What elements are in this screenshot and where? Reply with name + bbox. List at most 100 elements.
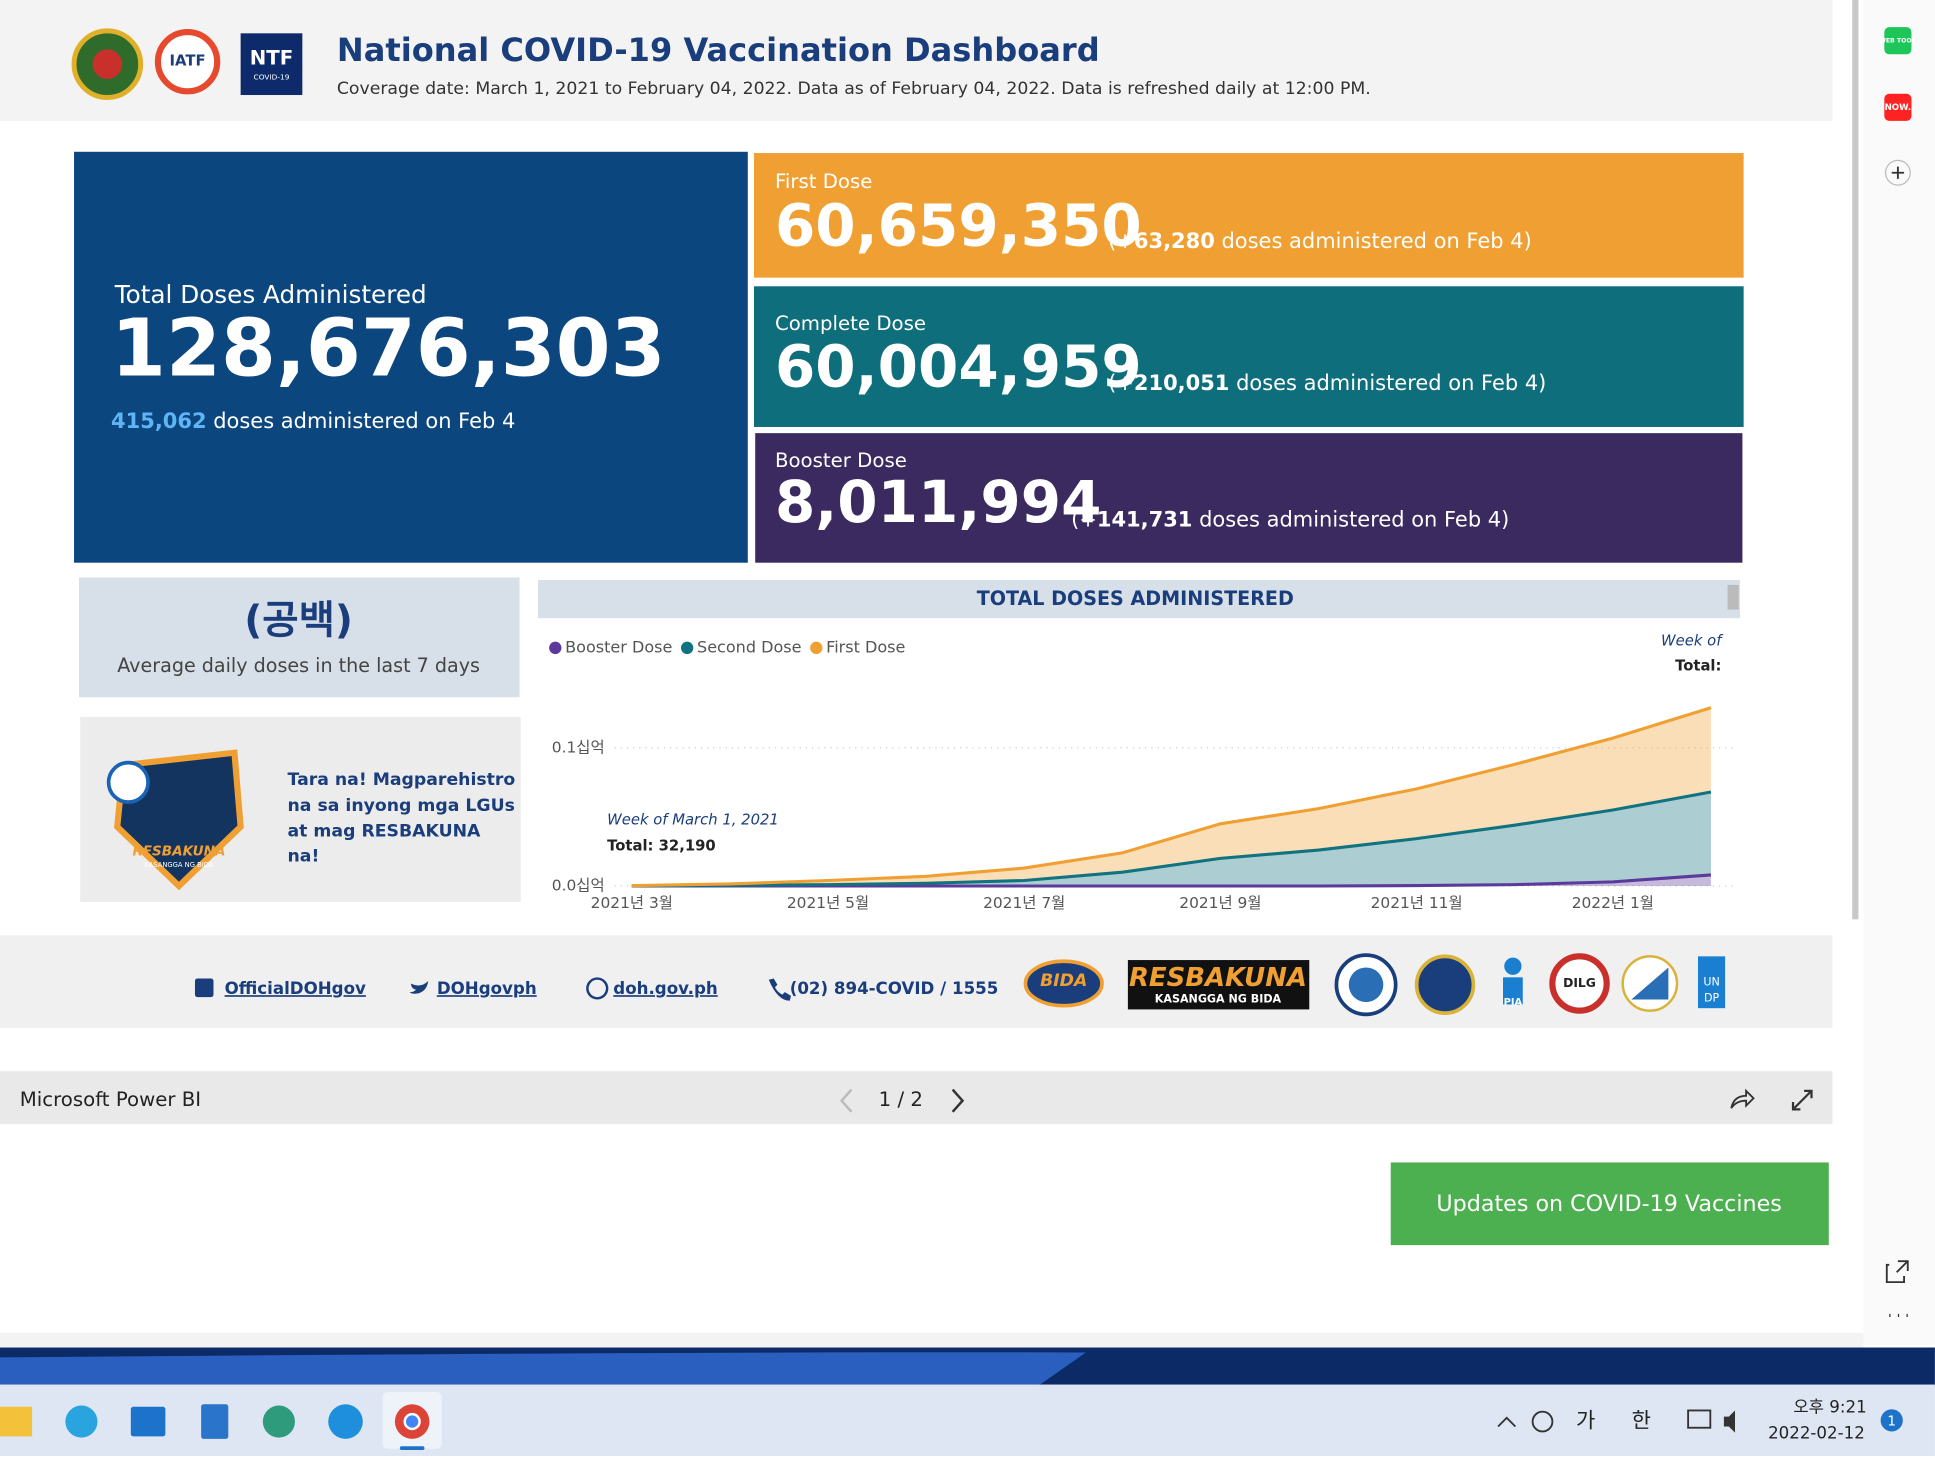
doh-seal-flag [1631, 967, 1669, 1000]
y-tick-label: 0.1십억 [552, 738, 605, 756]
promo-line: Tara na! Magparehistro [288, 770, 516, 790]
ime-mode[interactable]: 가 [1576, 1409, 1595, 1433]
seal-logo [1414, 954, 1476, 1015]
updates-button-text[interactable]: Updates on COVID-19 Vaccines [1436, 1191, 1781, 1217]
footer-link[interactable]: doh.gov.ph [613, 979, 717, 998]
wallpaper-swirl [0, 1352, 1086, 1388]
clock-date[interactable]: 2022-02-12 [1768, 1423, 1865, 1442]
legend-label: First Dose [826, 637, 905, 656]
corner-total: Total: [1675, 657, 1721, 674]
dilg-text: DILG [1563, 976, 1596, 990]
promo-badge: RESBAKUNA [132, 843, 225, 859]
ime-lang[interactable]: 한 [1632, 1409, 1651, 1433]
complete-value: 60,004,959 [775, 332, 1142, 400]
footer-bar [0, 935, 1833, 1028]
subtitle: Coverage date: March 1, 2021 to February… [337, 79, 1371, 99]
active-indicator [399, 1446, 425, 1450]
iatf-text: IATF [170, 53, 206, 70]
phone-icon [768, 978, 791, 1001]
open-external[interactable] [1885, 1260, 1909, 1284]
booster-label: Booster Dose [775, 449, 907, 472]
telegram-icon[interactable] [65, 1405, 98, 1438]
footer-link[interactable]: OfficialDOHgov [225, 979, 366, 998]
fullscreen-button[interactable] [1791, 1089, 1813, 1111]
total-card [74, 151, 748, 563]
scrollbar [1852, 0, 1859, 920]
undp-text: UN [1703, 975, 1719, 988]
globe-icon [586, 977, 609, 1000]
share-button[interactable] [1730, 1088, 1755, 1109]
webtoon-text: WEB TOON [1879, 38, 1917, 45]
legend-swatch [810, 641, 823, 655]
x-tick-label: 2021년 5월 [787, 894, 869, 912]
legend-label: Booster Dose [565, 637, 672, 656]
updates-button[interactable] [1390, 1162, 1829, 1246]
booster-card [755, 433, 1743, 563]
network-icon[interactable] [1687, 1409, 1712, 1429]
footer-link[interactable]: DOHgovph [437, 979, 537, 998]
vaccinated-seal [106, 760, 150, 804]
volume-icon[interactable] [1723, 1410, 1736, 1433]
window-bottom [0, 1332, 1864, 1348]
mail-icon[interactable] [130, 1406, 166, 1437]
doh-logo-center [92, 49, 123, 79]
tooltip-week: Week of March 1, 2021 [607, 812, 779, 829]
legend-label: Second Dose [697, 637, 802, 656]
notepad-icon[interactable] [201, 1404, 229, 1439]
booster-delta: (+141,731 doses administered on Feb 4) [1071, 508, 1509, 532]
add-button[interactable] [1884, 159, 1911, 186]
chart-header [538, 579, 1740, 619]
chrome-center [403, 1412, 421, 1431]
facebook-icon [194, 978, 214, 998]
area-fill [631, 792, 1711, 887]
explorer-icon[interactable] [0, 1406, 33, 1437]
undp-text: DP [1704, 991, 1720, 1004]
powerbi-brand: Microsoft Power BI [20, 1088, 201, 1111]
resbakuna-logo [1127, 960, 1310, 1010]
first-card [753, 153, 1744, 278]
next-page[interactable] [951, 1088, 965, 1113]
page-indicator: 1 / 2 [879, 1088, 923, 1111]
prev-page[interactable] [839, 1088, 853, 1113]
ntf-text: NTF [250, 47, 293, 70]
header-bar [0, 0, 1833, 121]
tray-chevron[interactable] [1497, 1416, 1517, 1428]
average-value: (공백) [244, 598, 353, 644]
promo-line: at mag RESBAKUNA [288, 822, 482, 842]
now-icon[interactable] [1884, 93, 1912, 121]
corner-week: Week of [1661, 633, 1724, 650]
first-value: 60,659,350 [775, 192, 1142, 260]
average-label: Average daily doses in the last 7 days [117, 654, 480, 677]
x-tick-label: 2021년 11월 [1371, 894, 1463, 912]
pia-dot [1504, 957, 1522, 975]
legend-swatch [680, 641, 694, 655]
x-tick-label: 2021년 7월 [983, 894, 1065, 912]
footer-phone[interactable]: (02) 894-COVID / 1555 [790, 979, 999, 998]
chart-title: TOTAL DOSES ADMINISTERED [977, 587, 1294, 610]
app-icon[interactable] [262, 1405, 295, 1438]
powerbi-bar [0, 1071, 1833, 1125]
total-value: 128,676,303 [111, 303, 666, 395]
legend-swatch [549, 641, 562, 655]
clock-time[interactable]: 오후 9:21 [1793, 1397, 1866, 1416]
browser-sidebar [1863, 0, 1935, 1346]
undp-logo [1697, 956, 1726, 1009]
sync-icon[interactable] [1531, 1410, 1554, 1433]
webtoon-icon[interactable] [1884, 27, 1912, 55]
promo-badge-sub: KASANGGA NG BIDA [144, 861, 214, 869]
dilg-logo [1549, 953, 1610, 1014]
pcoo-center [1348, 967, 1384, 1003]
plot: 0.0십억 0.1십억 2021년 3월 2021년 5월 2021년 7월 2021년 … [552, 706, 1738, 912]
resbakuna-text: RESBAKUNA [1129, 963, 1307, 993]
notification-badge[interactable] [1880, 1409, 1903, 1432]
pia-text: PIA [1504, 997, 1523, 1008]
edge-icon[interactable] [328, 1404, 363, 1439]
resbakuna-sub: KASANGGA NG BIDA [1155, 993, 1282, 1006]
complete-delta: (+210,051 doses administered on Feb 4) [1108, 371, 1546, 395]
average-card [78, 577, 520, 698]
x-tick-label: 2022년 1월 [1572, 894, 1654, 912]
pia-bar [1503, 977, 1523, 1005]
taskbar [0, 1384, 1935, 1457]
booster-value: 8,011,994 [775, 468, 1101, 536]
series-line [631, 790, 1712, 888]
